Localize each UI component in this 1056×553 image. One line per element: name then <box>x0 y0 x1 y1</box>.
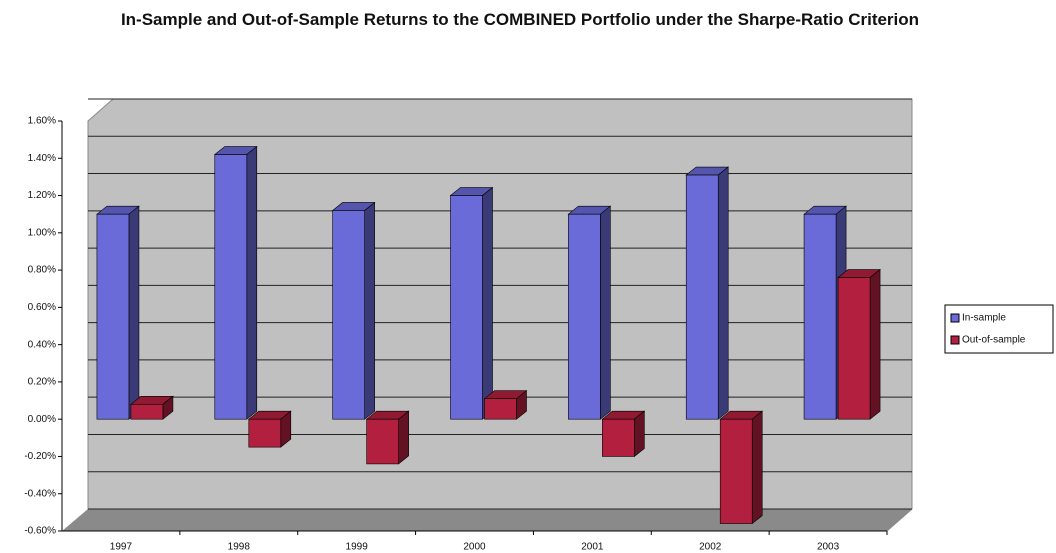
bar <box>96 213 130 420</box>
plot-wall <box>87 98 913 532</box>
bar <box>685 174 719 420</box>
bar <box>332 210 365 420</box>
y-tick-label: 0.00% <box>28 414 56 425</box>
y-tick-label: 0.20% <box>28 377 56 388</box>
y-tick-label: 1.20% <box>28 190 56 201</box>
bar <box>248 418 282 448</box>
bar-side <box>869 268 881 420</box>
x-tick-label: 1997 <box>110 542 133 553</box>
plot-floor <box>62 509 912 531</box>
bar-side <box>398 410 409 465</box>
bar-side <box>128 205 140 420</box>
x-tick-label: 1999 <box>346 542 369 553</box>
legend-label: In-sample <box>962 313 1006 324</box>
x-tick-label: 2001 <box>581 542 604 553</box>
bar <box>484 398 517 420</box>
bar-side <box>482 186 493 420</box>
x-tick-label: 2003 <box>817 542 840 553</box>
y-tick-label: 1.00% <box>28 227 56 238</box>
bar <box>837 277 871 420</box>
x-tick-label: 2002 <box>699 542 722 553</box>
bar-side <box>364 201 375 420</box>
x-tick-label: 1998 <box>228 542 251 553</box>
y-tick-label: -0.60% <box>24 526 56 537</box>
y-tick-label: 0.80% <box>28 265 56 276</box>
bar-side <box>246 145 258 420</box>
y-tick-label: 1.40% <box>28 153 56 164</box>
y-tick-label: 0.60% <box>28 302 56 313</box>
chart-title: In-Sample and Out-of-Sample Returns to t… <box>120 10 920 29</box>
bar-side <box>634 410 645 458</box>
legend-box <box>944 304 1054 354</box>
bar-side <box>600 205 611 420</box>
bar-side <box>717 166 729 420</box>
y-tick-label: 0.40% <box>28 339 56 350</box>
legend-label: Out-of-sample <box>962 335 1026 346</box>
legend-swatch <box>950 313 960 323</box>
bar-side <box>751 410 763 525</box>
y-tick-label: 1.60% <box>28 116 56 127</box>
y-tick-label: -0.40% <box>24 488 56 499</box>
bar <box>568 213 601 420</box>
bar <box>130 403 164 420</box>
legend-swatch <box>950 335 960 345</box>
legend: In-sample Out-of-sample <box>944 304 1054 354</box>
x-tick-label: 2000 <box>463 542 486 553</box>
bar <box>366 418 399 465</box>
bar <box>602 418 635 457</box>
bar <box>214 154 248 420</box>
bar <box>719 418 753 524</box>
y-tick-label: -0.20% <box>24 451 56 462</box>
bar <box>450 195 483 420</box>
bar <box>803 213 837 420</box>
